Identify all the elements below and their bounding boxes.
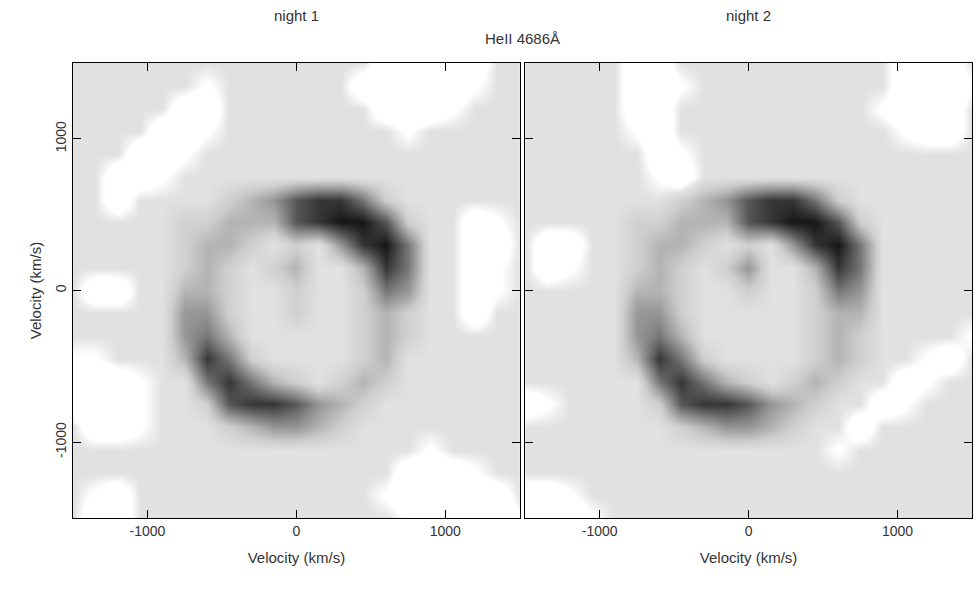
svg-text:-1000: -1000: [53, 422, 69, 458]
svg-text:0: 0: [745, 523, 753, 539]
svg-text:-1000: -1000: [130, 523, 166, 539]
svg-text:Velocity (km/s): Velocity (km/s): [27, 242, 44, 340]
svg-text:night 2: night 2: [726, 7, 771, 24]
svg-text:Velocity (km/s): Velocity (km/s): [248, 549, 346, 566]
svg-text:night 1: night 1: [274, 7, 319, 24]
svg-text:0: 0: [293, 523, 301, 539]
svg-text:0: 0: [53, 284, 69, 292]
svg-text:1000: 1000: [430, 523, 461, 539]
svg-text:1000: 1000: [53, 121, 69, 152]
svg-text:HeII 4686Å: HeII 4686Å: [485, 30, 560, 47]
svg-text:1000: 1000: [882, 523, 913, 539]
svg-text:-1000: -1000: [582, 523, 618, 539]
svg-text:Velocity (km/s): Velocity (km/s): [700, 549, 798, 566]
